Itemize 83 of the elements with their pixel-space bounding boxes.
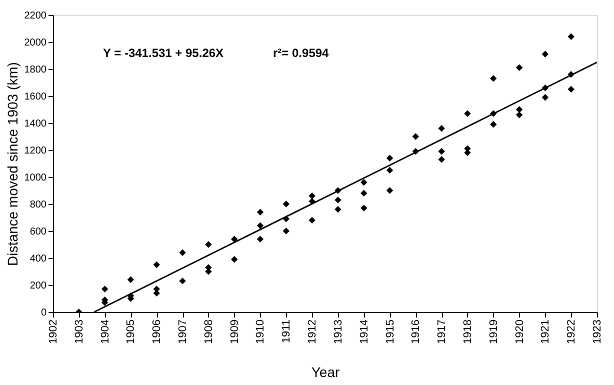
point [490,110,497,117]
y-axis-title: Distance moved since 1903 (km) [4,62,20,266]
point [179,249,186,256]
point [568,33,574,40]
y-tick-label: 1200 [24,146,47,156]
point [179,278,186,284]
y-tick-label: 1000 [24,172,47,184]
x-tick-label: 1923 [592,320,604,344]
y-tick-label: 0 [40,308,47,318]
point [256,208,264,216]
point [282,228,290,234]
point [334,196,342,204]
x-tick-label: 1909 [228,320,241,344]
point [516,112,523,118]
point [308,216,316,224]
y-tick-label: 800 [30,200,47,210]
point [386,166,394,174]
point [516,64,523,72]
point [464,110,471,117]
point [438,125,445,132]
point [568,86,574,93]
point [282,215,290,222]
x-tick-label: 1922 [566,320,578,344]
point [438,156,445,163]
point [127,276,134,283]
annotation: Y = -341.531 + 95.26X [103,46,224,60]
point [438,148,445,155]
x-tick-label: 1910 [254,320,267,344]
point [412,133,420,140]
y-tick-label: 400 [30,254,47,264]
point [101,286,108,292]
x-tick-label: 1904 [99,320,112,344]
point [308,192,316,200]
x-tick-label: 1915 [384,320,396,344]
y-tick-label: 2000 [24,38,47,48]
x-tick-label: 1911 [280,320,293,344]
x-tick-label: 1919 [488,320,500,344]
point [412,148,420,155]
point [360,204,368,212]
point [516,106,523,113]
y-tick-label: 200 [30,280,47,292]
point [256,236,264,242]
y-tick-label: 1600 [24,92,47,102]
point [490,75,497,82]
x-tick-label: 1921 [540,320,552,344]
x-tick-label: 1907 [177,320,190,344]
point [360,179,368,186]
point [386,154,394,162]
x-tick-label: 1906 [151,320,164,344]
x-tick-label: 1913 [332,320,344,344]
y-tick-label: 1800 [24,64,47,76]
point [542,94,549,101]
point [568,71,574,78]
x-tick-label: 1903 [73,320,86,344]
x-tick-label: 1905 [125,320,138,344]
point [205,268,212,275]
x-tick-label: 1914 [358,320,370,344]
y-tick-label: 2200 [24,10,47,22]
point [542,84,549,92]
point [490,120,497,128]
x-tick-label: 1912 [306,320,319,344]
x-tick-label: 1916 [410,320,422,344]
x-tick-label: 1918 [462,320,474,344]
point [308,198,316,205]
annotation: r²= 0.9594 [273,46,330,60]
point [334,187,342,194]
point [282,200,290,208]
x-tick-label: 1920 [514,320,526,344]
y-tick-label: 1400 [24,118,47,130]
point [153,261,160,268]
point [205,241,212,248]
point [542,50,549,58]
y-tick-label: 600 [30,226,47,238]
point [230,256,238,263]
point [386,187,394,194]
point [230,236,238,242]
x-tick-label: 1917 [436,320,448,344]
point [334,206,342,213]
x-tick-label: 1902 [48,320,60,344]
point [256,222,264,229]
point [360,190,368,197]
x-axis-title: Year [311,364,340,380]
x-tick-label: 1908 [202,320,215,344]
